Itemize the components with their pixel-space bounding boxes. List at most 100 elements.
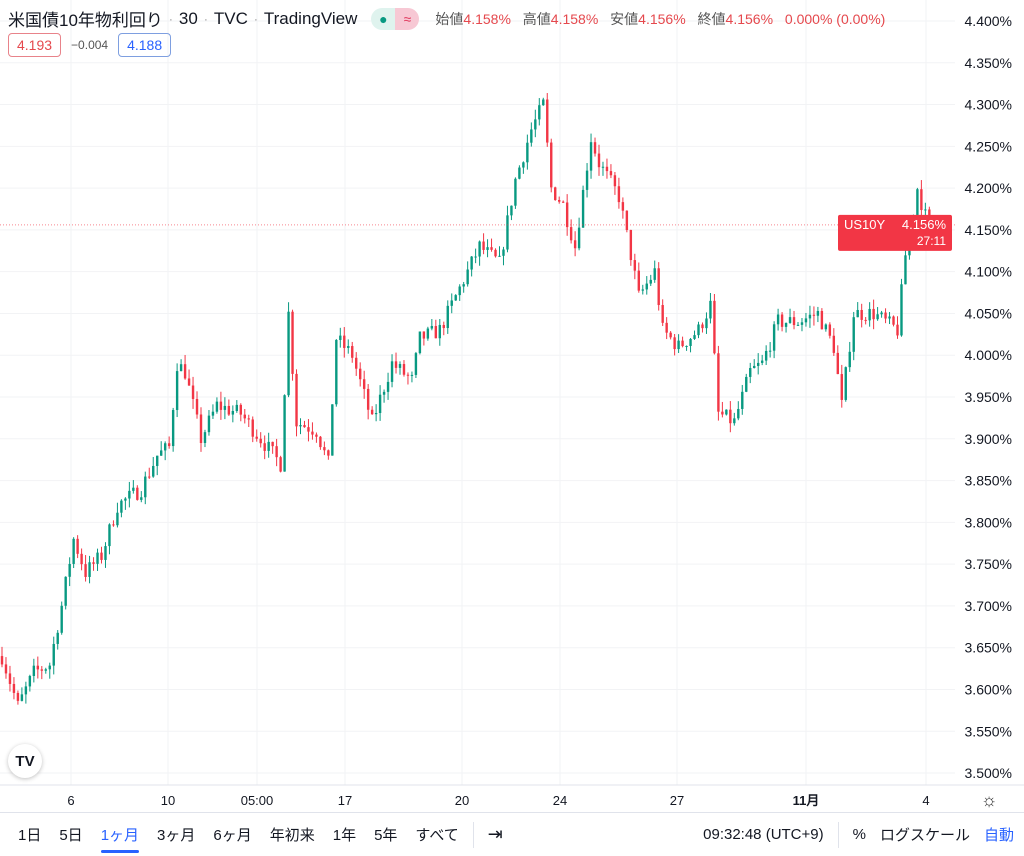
y-tick-label: 3.650% [965, 640, 1012, 656]
candle-body [904, 255, 907, 285]
candle-body [860, 309, 863, 320]
candle-body [92, 562, 95, 564]
candle-body [629, 229, 633, 261]
candle-body [657, 268, 660, 306]
candle-body [920, 189, 923, 211]
range-1d[interactable]: 1日 [18, 827, 42, 844]
candle-body [199, 414, 203, 444]
candle-body [856, 309, 859, 318]
candle-body [546, 99, 549, 143]
percent-toggle[interactable]: % [852, 826, 866, 843]
quote-row: 4.193 −0.004 4.188 [8, 33, 172, 57]
candle-body [757, 362, 760, 366]
goto-date-icon[interactable]: ⇥ [487, 824, 503, 844]
candle-body [645, 283, 648, 290]
range-all[interactable]: すべて [415, 827, 459, 844]
candle-body [291, 311, 294, 374]
candle-body [490, 247, 493, 250]
y-tick-label: 4.300% [965, 97, 1012, 113]
candle-body [8, 673, 12, 684]
candle-body [414, 353, 418, 375]
candle-body [426, 328, 430, 339]
candle-body [247, 418, 250, 420]
candle-body [597, 153, 601, 168]
candle-body [36, 665, 40, 670]
candle-body [4, 664, 8, 674]
candle-body [526, 142, 529, 163]
candle-body [271, 441, 274, 447]
candle-body [737, 408, 740, 419]
y-tick-label: 4.000% [965, 347, 1012, 363]
candle-body [824, 324, 828, 330]
candle-body [760, 360, 764, 363]
candle-body [219, 401, 223, 410]
settings-gear-icon[interactable]: ☼ [981, 790, 998, 810]
candle-body [295, 373, 298, 427]
range-1m[interactable]: 1ヶ月 [100, 816, 140, 853]
auto-scale-toggle[interactable]: 自動 [983, 827, 1014, 844]
candle-body [466, 269, 469, 285]
candle-body [183, 364, 187, 379]
log-scale-toggle[interactable]: ログスケール [879, 827, 970, 844]
candle-body [223, 405, 227, 410]
candle-body [227, 405, 231, 415]
low-value: 4.156% [638, 10, 686, 27]
candle-body [343, 335, 346, 348]
candle-body [48, 665, 51, 670]
candle-body [263, 443, 266, 451]
candle-body [868, 308, 871, 321]
candle-body [653, 268, 656, 280]
candle-body [522, 162, 525, 168]
candle-body [299, 425, 302, 427]
candle-body [840, 374, 843, 400]
candle-body [378, 394, 382, 414]
market-status[interactable]: ● ≈ [371, 7, 420, 30]
candle-body [390, 361, 394, 382]
range-3m[interactable]: 3ヶ月 [157, 827, 196, 844]
y-tick-label: 3.550% [965, 723, 1012, 739]
candle-body [804, 318, 808, 323]
candle-body [351, 346, 354, 358]
price-chart[interactable]: 4.400% 4.350% 4.300% 4.250% 4.200% 4.150% 4.10… [0, 0, 1024, 812]
candle-body [148, 476, 151, 478]
candle-body [454, 295, 457, 301]
candle-body [581, 189, 585, 228]
candle-body [370, 409, 374, 415]
candle-body [327, 450, 330, 456]
candle-body [554, 187, 557, 201]
provider: TradingView [263, 8, 358, 28]
candle-body [275, 446, 278, 458]
range-1y[interactable]: 1年 [332, 827, 357, 844]
candle-body [534, 119, 537, 130]
candle-body [888, 316, 891, 319]
buy-button[interactable]: 4.188 [118, 33, 172, 57]
range-5d[interactable]: 5日 [59, 827, 83, 844]
x-tick-label: 24 [553, 793, 567, 808]
clock[interactable]: 09:32:48 (UTC+9) [703, 826, 824, 843]
candle-body [701, 324, 704, 329]
candle-body [76, 538, 79, 554]
x-tick-label: 10 [161, 793, 175, 808]
x-tick-label: 4 [922, 793, 929, 808]
candle-body [876, 314, 879, 320]
y-tick-label: 3.700% [965, 598, 1012, 614]
candle-body [550, 142, 553, 188]
tradingview-logo[interactable]: TV [8, 744, 42, 778]
candle-body [323, 447, 326, 451]
symbol-label: US10Y [844, 217, 886, 232]
range-ytd[interactable]: 年初来 [269, 827, 315, 844]
x-tick-label: 27 [670, 793, 684, 808]
range-5y[interactable]: 5年 [374, 827, 398, 844]
candle-body [215, 401, 219, 412]
symbol-title[interactable]: 米国債10年物利回り [8, 11, 163, 30]
sell-button[interactable]: 4.193 [8, 33, 62, 57]
candle-body [625, 210, 629, 230]
dot-icon: ● [371, 7, 396, 30]
candle-body [84, 564, 87, 577]
candle-body [207, 415, 211, 433]
candle-body [780, 314, 784, 327]
candle-body [311, 431, 314, 435]
countdown-label: 27:11 [917, 234, 946, 248]
candle-body [649, 279, 652, 284]
range-6m[interactable]: 6ヶ月 [213, 827, 252, 844]
